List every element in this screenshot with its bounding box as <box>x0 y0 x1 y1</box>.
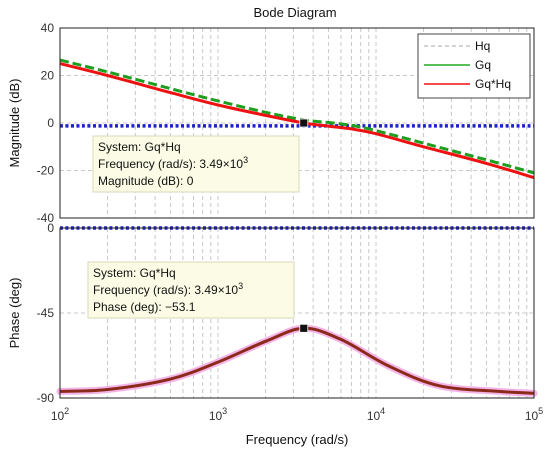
y-tick-label: 0 <box>47 221 54 235</box>
magnitude-y-label: Magnitude (dB) <box>7 79 22 168</box>
chart-title: Bode Diagram <box>253 5 336 20</box>
legend: Hq Gq Gq*Hq <box>417 33 531 99</box>
datatip-box <box>92 135 300 193</box>
datatip-marker[interactable] <box>299 323 309 333</box>
x-tick-label: 105 <box>525 406 543 423</box>
legend-box <box>417 33 531 99</box>
x-tick-labels: 102 103 104 105 <box>51 406 543 423</box>
x-tick-label: 104 <box>367 406 385 423</box>
magnitude-series <box>59 58 535 180</box>
phase-y-label: Phase (deg) <box>7 278 22 349</box>
datatip-line: System: Gq*Hq <box>98 140 181 154</box>
legend-label: Gq <box>475 58 491 72</box>
x-axis-label: Frequency (rad/s) <box>246 432 349 447</box>
y-tick-label: 20 <box>41 69 55 83</box>
y-tick-label: 40 <box>41 21 55 35</box>
datatip-line: Magnitude (dB): 0 <box>98 174 194 188</box>
x-tick-label: 103 <box>209 406 227 423</box>
legend-label: Gq*Hq <box>475 77 511 91</box>
datatip-line: Frequency (rad/s): 3.49×103 <box>98 155 248 171</box>
legend-label: Hq <box>475 39 490 53</box>
phase-panel: 0 -45 -90 Phase (deg) System: Gq*HqFrequen… <box>7 221 538 405</box>
series-line-gq <box>59 58 535 175</box>
phase-y-ticks: 0 -45 -90 <box>37 221 55 405</box>
y-tick-label: 0 <box>47 116 54 130</box>
x-tick-label: 102 <box>51 406 69 423</box>
datatip-line: System: Gq*Hq <box>93 266 176 280</box>
y-tick-label: -40 <box>37 211 55 225</box>
y-tick-label: -90 <box>37 391 55 405</box>
y-tick-label: -45 <box>37 306 55 320</box>
y-tick-label: -20 <box>37 164 55 178</box>
datatip-line: Phase (deg): −53.1 <box>93 300 196 314</box>
phase-axes-box <box>59 227 535 399</box>
magnitude-axes-box <box>59 27 535 219</box>
datatip-line: Frequency (rad/s): 3.49×103 <box>93 281 243 297</box>
magnitude-panel: 40 20 0 -20 -40 Magnitude (dB) Hq Gq Gq*Hq Sys… <box>7 21 535 225</box>
magnitude-y-ticks: 40 20 0 -20 -40 <box>37 21 55 225</box>
series-line-gq-hq <box>59 62 535 180</box>
magnitude-grid <box>60 27 534 219</box>
datatip-marker[interactable] <box>299 118 309 128</box>
datatip-box <box>87 261 295 319</box>
